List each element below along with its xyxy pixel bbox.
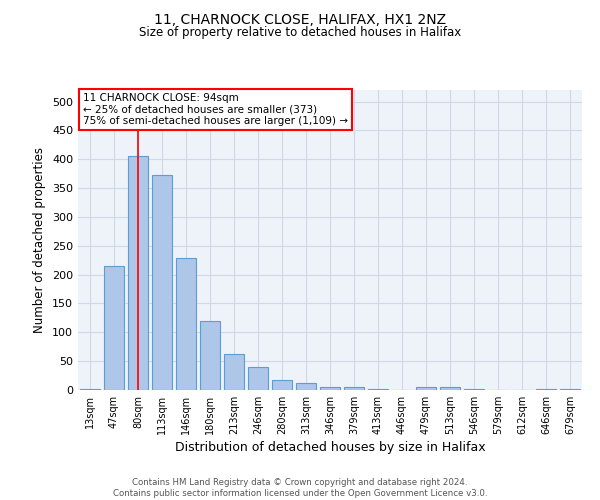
Bar xyxy=(296,382,316,390)
Text: Contains HM Land Registry data © Crown copyright and database right 2024.
Contai: Contains HM Land Registry data © Crown c… xyxy=(113,478,487,498)
Bar xyxy=(176,258,196,390)
Bar xyxy=(248,367,268,390)
Bar xyxy=(80,389,100,390)
Bar xyxy=(344,386,364,390)
Text: 11, CHARNOCK CLOSE, HALIFAX, HX1 2NZ: 11, CHARNOCK CLOSE, HALIFAX, HX1 2NZ xyxy=(154,12,446,26)
Bar xyxy=(200,321,220,390)
X-axis label: Distribution of detached houses by size in Halifax: Distribution of detached houses by size … xyxy=(175,441,485,454)
Bar xyxy=(416,387,436,390)
Bar xyxy=(104,266,124,390)
Text: Size of property relative to detached houses in Halifax: Size of property relative to detached ho… xyxy=(139,26,461,39)
Bar xyxy=(128,156,148,390)
Bar xyxy=(224,354,244,390)
Y-axis label: Number of detached properties: Number of detached properties xyxy=(34,147,46,333)
Bar xyxy=(320,387,340,390)
Bar xyxy=(272,380,292,390)
Bar xyxy=(152,176,172,390)
Bar xyxy=(560,389,580,390)
Bar xyxy=(440,386,460,390)
Text: 11 CHARNOCK CLOSE: 94sqm
← 25% of detached houses are smaller (373)
75% of semi-: 11 CHARNOCK CLOSE: 94sqm ← 25% of detach… xyxy=(83,93,348,126)
